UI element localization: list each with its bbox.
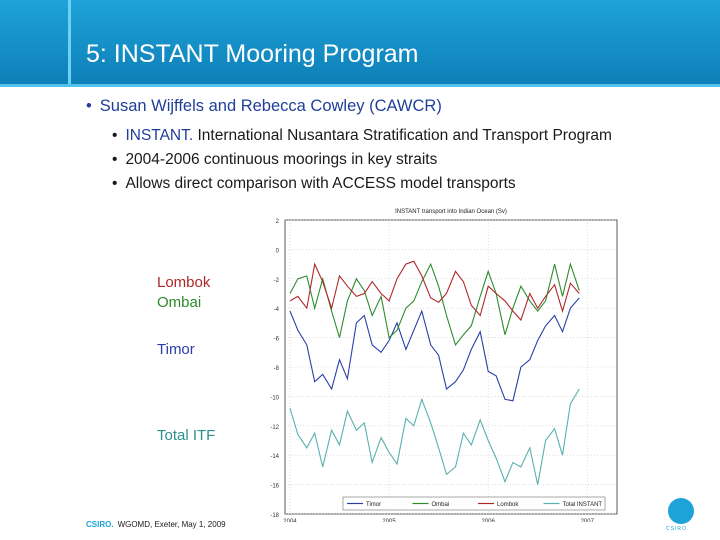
sub-bullet-1-highlight: INSTANT.	[125, 127, 194, 144]
y-tick-label: -16	[270, 484, 279, 490]
y-tick-label: -12	[270, 425, 279, 431]
y-tick-label: -4	[274, 307, 280, 313]
footer: CSIRO. WGOMD, Exeter, May 1, 2009	[86, 520, 226, 529]
bullet-dot: •	[112, 151, 118, 168]
sub-bullet-2-text: 2004-2006 continuous moorings in key str…	[125, 151, 438, 168]
legend-label: Timor	[366, 502, 381, 508]
title-underline	[0, 84, 720, 87]
title-accent-line	[68, 0, 71, 84]
label-ombai: Ombai	[157, 294, 202, 311]
label-lombok: Lombok	[157, 274, 211, 291]
title-bar	[0, 0, 720, 84]
sub-bullet-1-text: International Nusantara Stratification a…	[193, 127, 612, 144]
y-tick-label: -2	[274, 278, 280, 284]
label-total-itf: Total ITF	[157, 427, 216, 444]
y-tick-label: -6	[274, 337, 280, 343]
series-line-timor	[289, 297, 580, 402]
main-bullet-text: Susan Wijffels and Rebecca Cowley (CAWCR…	[99, 97, 442, 115]
legend-label: Total INSTANT	[563, 502, 603, 508]
series-line-total-instant	[289, 388, 580, 485]
x-tick-label: 2004	[283, 519, 297, 522]
csiro-logo-icon	[668, 498, 694, 524]
x-tick-label: 2005	[382, 519, 396, 522]
legend-label: Lombok	[497, 502, 519, 508]
slide-title: 5: INSTANT Mooring Program	[86, 40, 419, 68]
legend-box	[342, 496, 606, 511]
transport-chart: 2 0 -2 -4 -6 -8 -10 -12 -14 -16 -18 2004 2005 2006 200…	[270, 209, 618, 522]
csiro-logo-text: CSIRO	[666, 526, 687, 532]
x-tick-label: 2007	[581, 519, 595, 522]
label-timor: Timor	[157, 341, 195, 358]
legend-label: Ombai	[432, 502, 450, 508]
y-tick-label: -18	[270, 513, 279, 519]
series-line-ombai	[289, 262, 580, 347]
y-tick-label: -14	[270, 454, 279, 460]
y-tick-label: 0	[276, 248, 280, 254]
sub-bullet-3: • Allows direct comparison with ACCESS mo…	[112, 175, 516, 193]
footer-text: WGOMD, Exeter, May 1, 2009	[117, 520, 226, 529]
footer-brand: CSIRO.	[86, 520, 114, 529]
y-tick-label: -10	[270, 395, 279, 401]
bullet-dot: •	[112, 175, 118, 192]
y-tick-label: 2	[276, 219, 280, 225]
chart-title: INSTANT transport into Indian Ocean (Sv)	[395, 209, 507, 215]
bullet-dot: •	[112, 127, 118, 144]
series-line-lombok	[289, 260, 580, 322]
sub-bullet-2: • 2004-2006 continuous moorings in key st…	[112, 151, 437, 169]
main-bullet: • Susan Wijffels and Rebecca Cowley (CAWC…	[86, 97, 442, 116]
sub-bullet-1: • INSTANT. International Nusantara Strati…	[112, 127, 612, 145]
sub-bullet-3-text: Allows direct comparison with ACCESS mod…	[125, 175, 516, 192]
bullet-dot: •	[86, 97, 92, 115]
x-tick-label: 2006	[481, 519, 495, 522]
y-tick-label: -8	[274, 366, 280, 372]
